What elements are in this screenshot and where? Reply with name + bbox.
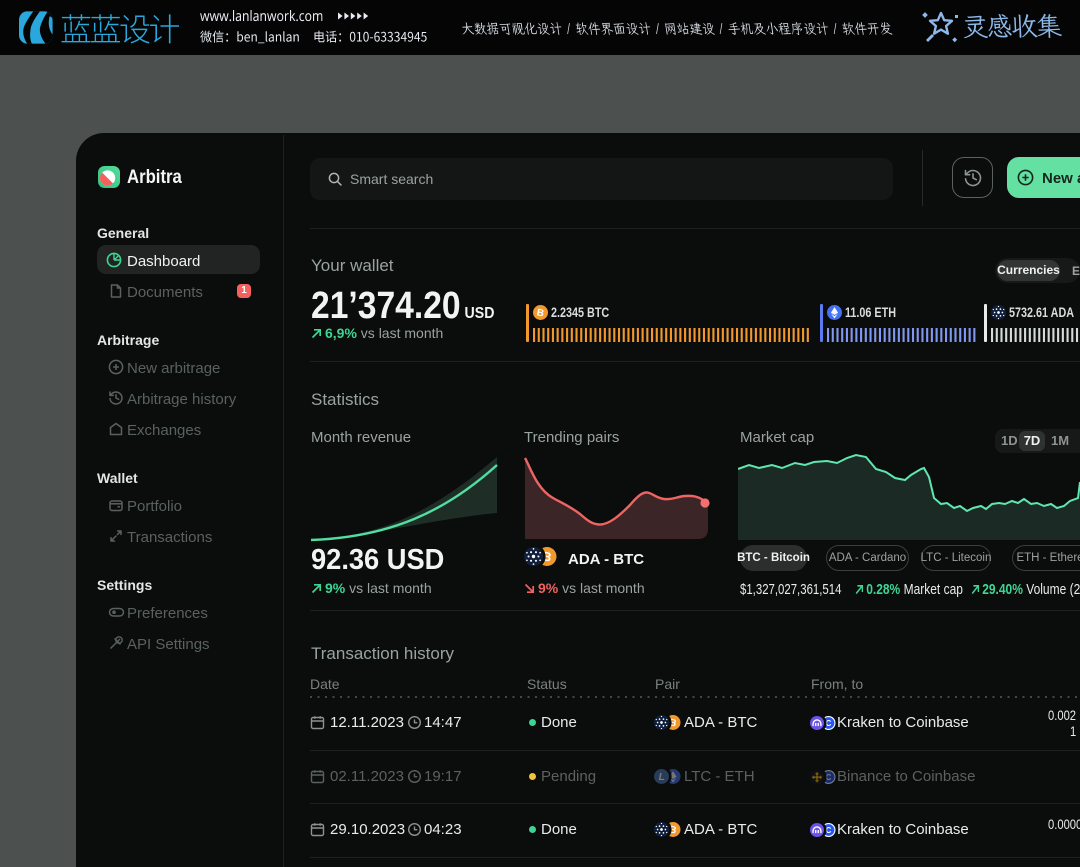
svg-text:B: B: [536, 307, 545, 319]
svg-text:B: B: [668, 717, 677, 729]
svg-text:B: B: [541, 549, 553, 565]
svg-text:L: L: [659, 772, 665, 783]
svg-text:B: B: [668, 824, 677, 836]
svg-text:C: C: [826, 826, 832, 835]
svg-text:C: C: [826, 773, 832, 782]
svg-text:C: C: [826, 719, 832, 728]
